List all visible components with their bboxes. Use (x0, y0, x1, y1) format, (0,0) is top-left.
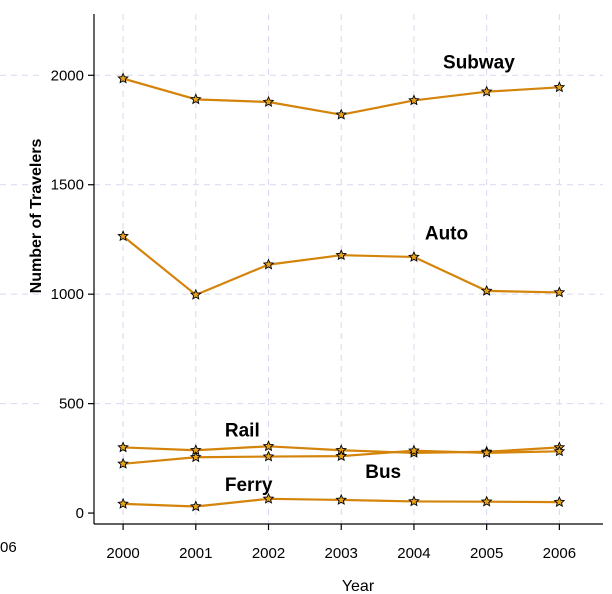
ghost-tick-label: 06 (0, 539, 17, 556)
series-auto (117, 230, 566, 300)
data-point-ferry-2006 (553, 495, 566, 508)
data-point-auto-2006 (553, 286, 566, 298)
y-tick-label-500: 500 (59, 396, 84, 413)
x-tick-label-2003: 2003 (325, 545, 358, 562)
data-point-auto-2004 (408, 250, 420, 262)
x-tick-label-2006: 2006 (543, 545, 576, 562)
data-point-ferry-2005 (480, 495, 493, 507)
grid (94, 14, 603, 524)
series-subway (117, 72, 566, 120)
y-tick-label-0: 0 (76, 505, 84, 522)
axes: 0 500 1000 1500 2000 2000 2001 2002 2003 2004 2005… (51, 14, 603, 562)
y-axis-title: Number of Travelers (28, 139, 45, 294)
x-tick-label-2005: 2005 (470, 545, 503, 562)
data-point-subway-2006 (553, 81, 566, 93)
data-point-subway-2004 (408, 94, 420, 106)
data-point-rail-2002 (262, 440, 275, 452)
data-point-bus-2003 (335, 450, 348, 462)
series-label-rail: Rail (225, 420, 260, 441)
data-point-auto-2001 (189, 288, 202, 300)
data-point-ferry-2003 (335, 493, 348, 505)
data-point-subway-2003 (335, 108, 348, 120)
data-point-auto-2003 (335, 249, 348, 261)
y-tick-label-1000: 1000 (51, 286, 84, 303)
data-point-bus-2000 (117, 457, 129, 469)
series-label-auto: Auto (425, 223, 468, 244)
data-point-subway-2001 (189, 93, 202, 105)
y-tick-label-1500: 1500 (51, 177, 84, 194)
data-point-auto-2002 (262, 258, 275, 270)
data-point-subway-2000 (117, 72, 129, 84)
data-point-ferry-2004 (408, 495, 420, 507)
data-point-ferry-2001 (189, 500, 202, 512)
x-tick-label-2002: 2002 (252, 545, 285, 562)
series-label-ferry: Ferry (225, 475, 273, 496)
data-point-rail-2000 (117, 441, 129, 453)
series-line-auto (122, 235, 560, 296)
series-label-bus: Bus (365, 462, 401, 483)
data-point-subway-2005 (480, 85, 493, 97)
data-point-bus-2005 (480, 446, 493, 458)
data-point-auto-2005 (480, 284, 493, 296)
series-label-subway: Subway (443, 53, 515, 74)
series-ferry (117, 492, 566, 512)
data-point-auto-2000 (117, 230, 129, 242)
x-tick-label-2001: 2001 (179, 545, 212, 562)
data-point-bus-2006 (553, 445, 566, 457)
data-point-bus-2002 (262, 450, 275, 462)
series-bus (117, 444, 566, 469)
data-point-ferry-2002 (262, 492, 275, 504)
series-group (117, 72, 566, 512)
data-point-bus-2004 (408, 444, 420, 456)
data-point-bus-2001 (189, 451, 202, 463)
series-labels: Subway Auto Rail Bus Ferry (225, 53, 515, 496)
ghost-panel-remnants (0, 74, 40, 405)
data-point-ferry-2000 (117, 497, 129, 509)
data-point-subway-2002 (262, 95, 275, 107)
y-tick-label-2000: 2000 (51, 67, 84, 84)
x-tick-label-2004: 2004 (397, 545, 430, 562)
x-axis-title: Year (342, 578, 375, 594)
x-tick-label-2000: 2000 (106, 545, 139, 562)
